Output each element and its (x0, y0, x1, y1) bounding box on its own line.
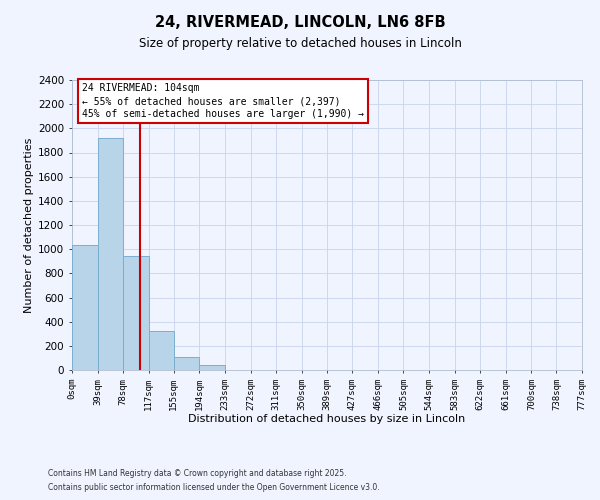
Bar (123, 256, 149, 370)
Bar (199, 364, 225, 370)
Text: Contains public sector information licensed under the Open Government Licence v3: Contains public sector information licen… (48, 484, 380, 492)
Bar (174, 358, 199, 370)
Text: 24, RIVERMEAD, LINCOLN, LN6 8FB: 24, RIVERMEAD, LINCOLN, LN6 8FB (155, 15, 445, 30)
Bar (98, 138, 123, 370)
Bar (72, 245, 98, 370)
Bar (149, 332, 174, 370)
Text: Size of property relative to detached houses in Lincoln: Size of property relative to detached ho… (139, 38, 461, 51)
Text: 24 RIVERMEAD: 104sqm
← 55% of detached houses are smaller (2,397)
45% of semi-de: 24 RIVERMEAD: 104sqm ← 55% of detached h… (82, 83, 364, 120)
Text: Contains HM Land Registry data © Crown copyright and database right 2025.: Contains HM Land Registry data © Crown c… (48, 468, 347, 477)
X-axis label: Distribution of detached houses by size in Lincoln: Distribution of detached houses by size … (188, 414, 466, 424)
Y-axis label: Number of detached properties: Number of detached properties (24, 138, 34, 312)
